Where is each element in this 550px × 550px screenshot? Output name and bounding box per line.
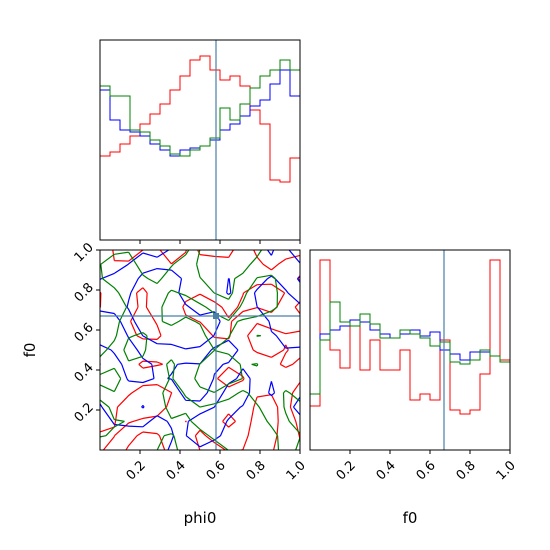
f0-ytick-label: 1.0 — [72, 240, 97, 265]
f0-ytick-label: 0.2 — [72, 400, 97, 425]
contour-frame — [99, 249, 301, 451]
y-axis-label-f0: f0 — [21, 343, 39, 358]
f0-xtick-label: 0.2 — [334, 458, 359, 483]
f0-ytick-label: 0.6 — [72, 320, 97, 345]
phi0-xtick-label: 1.0 — [284, 458, 309, 483]
contour-series-3-level-low — [99, 249, 280, 451]
f0-marginal-histogram — [309, 249, 511, 454]
f0-xtick-label: 0.8 — [454, 458, 479, 483]
phi0-marginal-histogram — [99, 39, 301, 244]
phi0-f0-contour-panel — [96, 249, 301, 454]
phi0-xtick-label: 0.8 — [244, 458, 269, 483]
f0-xtick-label: 1.0 — [494, 458, 519, 483]
f0-xtick-label: 0.4 — [374, 458, 399, 483]
phi0-hist-frame — [99, 39, 301, 241]
f0-ytick-label: 0.4 — [72, 360, 97, 385]
f0-hist-series-1 — [310, 259, 510, 415]
x-axis-label-f0: f0 — [403, 509, 418, 527]
contour-truth-marker — [213, 313, 219, 319]
f0-xtick-label: 0.6 — [414, 458, 439, 483]
x-axis-label-phi0: phi0 — [184, 509, 217, 527]
phi0-xtick-label: 0.4 — [164, 458, 189, 483]
f0-hist-frame — [309, 249, 511, 451]
phi0-hist-series-3 — [100, 59, 300, 157]
f0-ytick-label: 0.8 — [72, 280, 97, 305]
phi0-xtick-label: 0.2 — [124, 458, 149, 483]
contour-background — [100, 250, 300, 450]
phi0-hist-background — [100, 40, 300, 240]
contour-series-3-level-high — [99, 249, 301, 451]
phi0-hist-series-1 — [100, 55, 300, 183]
phi0-xtick-label: 0.6 — [204, 458, 229, 483]
f0-hist-series-3 — [310, 301, 510, 395]
